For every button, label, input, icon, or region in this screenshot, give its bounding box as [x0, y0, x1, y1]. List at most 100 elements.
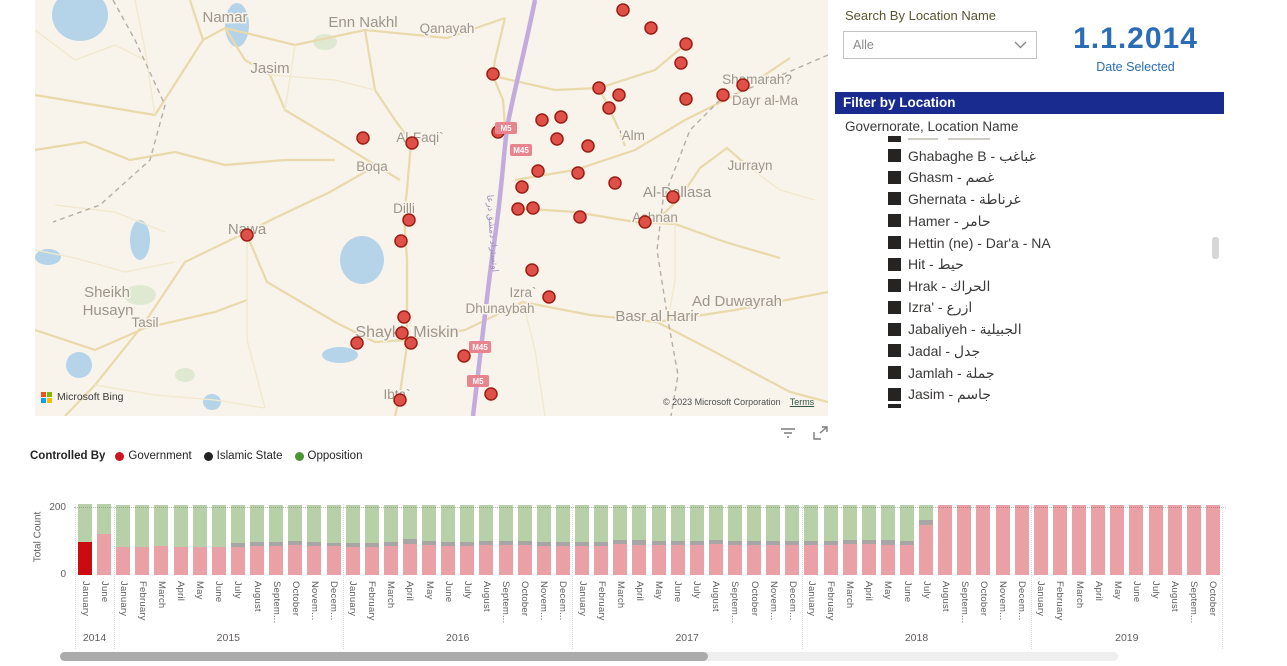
legend-entry-opposition[interactable]: Opposition: [294, 450, 362, 462]
map-marker[interactable]: [397, 310, 411, 324]
chart-bar[interactable]: [1033, 504, 1048, 575]
filter-icon[interactable]: [779, 426, 797, 440]
chart-bar[interactable]: [250, 504, 265, 575]
chart-bar[interactable]: [460, 504, 475, 575]
map-marker[interactable]: [393, 393, 407, 407]
filter-item[interactable]: Jadal - جدل: [845, 341, 1215, 361]
chart-bar[interactable]: [1129, 504, 1144, 575]
chart-bar[interactable]: [766, 504, 781, 575]
chart-bar[interactable]: [230, 504, 245, 575]
filter-item[interactable]: Izra' - ازرع: [845, 298, 1215, 318]
chart-bar[interactable]: [842, 504, 857, 575]
filter-item[interactable]: Hit - حيط: [845, 255, 1215, 275]
map-visual[interactable]: اوتستراد دمشق درعا Namar Enn Nakhl Qanayah J…: [35, 0, 828, 416]
filter-item[interactable]: Ghabaghe B - غباغب: [845, 146, 1215, 166]
terms-link[interactable]: Terms: [789, 397, 815, 407]
map-marker[interactable]: [542, 290, 556, 304]
chart-bar[interactable]: [498, 504, 513, 575]
map-marker[interactable]: [511, 202, 525, 216]
chart-bar[interactable]: [995, 504, 1010, 575]
map-marker[interactable]: [356, 131, 370, 145]
map-marker[interactable]: [402, 213, 416, 227]
chart-bar[interactable]: [689, 504, 704, 575]
checkbox-checked[interactable]: [888, 235, 901, 249]
chart-bar[interactable]: [632, 504, 647, 575]
legend-entry-islamic-state[interactable]: Islamic State: [203, 450, 283, 462]
chart-bar[interactable]: [1072, 504, 1087, 575]
checkbox-checked[interactable]: [888, 257, 901, 271]
map-marker[interactable]: [716, 88, 730, 102]
filter-item[interactable]: Jamlah - جملة: [845, 363, 1215, 383]
checkbox-checked[interactable]: [888, 322, 901, 336]
chart-bar[interactable]: [441, 504, 456, 575]
map-marker[interactable]: [638, 215, 652, 229]
chart-bar[interactable]: [555, 504, 570, 575]
map-marker[interactable]: [457, 349, 471, 363]
map-marker[interactable]: [612, 88, 626, 102]
map-marker[interactable]: [592, 81, 606, 95]
map-marker[interactable]: [554, 110, 568, 124]
chart-bar[interactable]: [1110, 504, 1125, 575]
map-marker[interactable]: [736, 78, 750, 92]
chart-bar[interactable]: [154, 504, 169, 575]
map-marker[interactable]: [602, 101, 616, 115]
chart-bar[interactable]: [517, 504, 532, 575]
map-marker[interactable]: [674, 56, 688, 70]
chart-bar[interactable]: [1205, 504, 1220, 575]
chart-bar[interactable]: [1052, 504, 1067, 575]
filter-item[interactable]: Ghasm - غصم: [845, 168, 1215, 188]
chart-bar[interactable]: [823, 504, 838, 575]
map-marker[interactable]: [679, 37, 693, 51]
chart-bar[interactable]: [804, 504, 819, 575]
chart-bar[interactable]: [919, 504, 934, 575]
chart-bar[interactable]: [402, 504, 417, 575]
chart-bar[interactable]: [1167, 504, 1182, 575]
chart-bar[interactable]: [976, 504, 991, 575]
map-marker[interactable]: [484, 387, 498, 401]
chart-bar[interactable]: [116, 504, 131, 575]
chart-bar[interactable]: [479, 504, 494, 575]
chart-bar[interactable]: [536, 504, 551, 575]
chart-bar[interactable]: [211, 504, 226, 575]
map-marker[interactable]: [404, 336, 418, 350]
chart-bar[interactable]: [708, 504, 723, 575]
map-marker[interactable]: [608, 176, 622, 190]
map-marker[interactable]: [581, 139, 595, 153]
filter-item[interactable]: Hettin (ne) - Dar'a - NA: [845, 233, 1215, 253]
map-marker[interactable]: [525, 263, 539, 277]
chart-bar[interactable]: [747, 504, 762, 575]
chart-bar[interactable]: [785, 504, 800, 575]
horizontal-scrollbar-track[interactable]: [60, 652, 1118, 661]
chart-bar[interactable]: [345, 504, 360, 575]
map-marker[interactable]: [535, 113, 549, 127]
chart-bar[interactable]: [269, 504, 284, 575]
checkbox-checked[interactable]: [888, 387, 901, 401]
map-marker[interactable]: [679, 92, 693, 106]
chart-bar[interactable]: [613, 504, 628, 575]
chart-bar[interactable]: [861, 504, 876, 575]
list-scrollbar-thumb[interactable]: [1212, 237, 1219, 259]
chart-bar[interactable]: [192, 504, 207, 575]
map-marker[interactable]: [526, 201, 540, 215]
filter-item[interactable]: Jabaliyeh - الجبيلية: [845, 320, 1215, 340]
chart-bar[interactable]: [1186, 504, 1201, 575]
chart-bar[interactable]: [288, 504, 303, 575]
map-marker[interactable]: [550, 132, 564, 146]
chart-bar[interactable]: [1014, 504, 1029, 575]
legend-entry-government[interactable]: Government: [115, 450, 192, 462]
checkbox-checked[interactable]: [888, 344, 901, 358]
horizontal-scrollbar-thumb[interactable]: [60, 652, 708, 661]
map-marker[interactable]: [515, 180, 529, 194]
chart-bar[interactable]: [594, 504, 609, 575]
map-marker[interactable]: [405, 136, 419, 150]
chart-bar[interactable]: [173, 504, 188, 575]
checkbox-checked[interactable]: [888, 300, 901, 314]
chart-bar[interactable]: [1148, 504, 1163, 575]
map-marker[interactable]: [240, 228, 254, 242]
checkbox-checked[interactable]: [888, 214, 901, 228]
chart-bar[interactable]: [326, 504, 341, 575]
filter-item[interactable]: Hamer - حامر: [845, 211, 1215, 231]
chart-bar[interactable]: [1091, 504, 1106, 575]
checkbox-checked[interactable]: [888, 279, 901, 293]
map-marker[interactable]: [394, 234, 408, 248]
